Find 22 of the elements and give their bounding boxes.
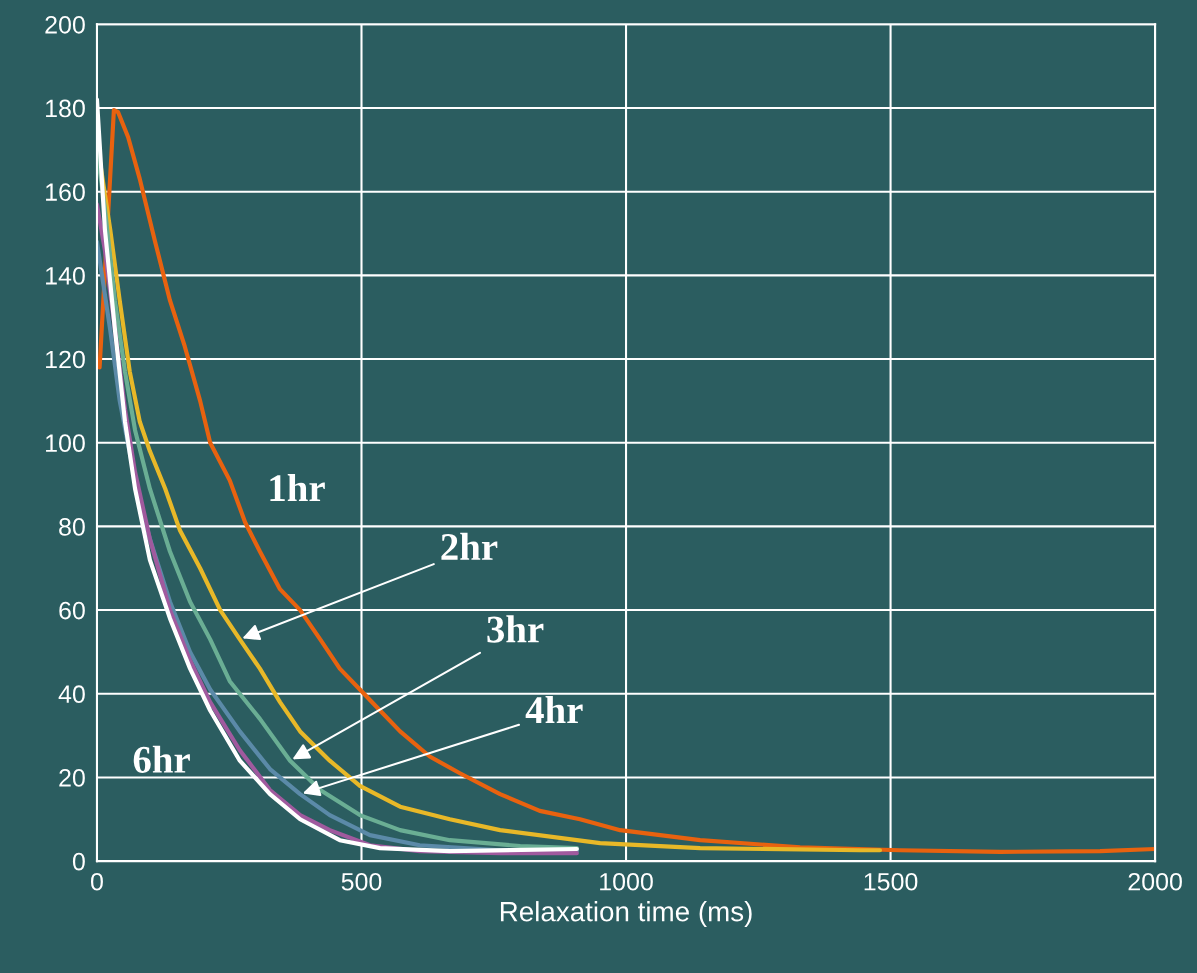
annotation: 6hr [133, 745, 190, 773]
y-tick-label: 60 [59, 601, 85, 620]
y-tick-label: 0 [72, 852, 85, 871]
y-tick-label: 20 [59, 769, 85, 787]
y-tick-label: 160 [46, 183, 85, 201]
annotation: 1hr [270, 474, 325, 502]
y-tick-label: 180 [46, 99, 85, 118]
y-tick-label: 40 [58, 685, 85, 704]
annotation: 4hr [525, 695, 583, 723]
y-tick-label: 140 [46, 266, 85, 285]
x-tick-label: 0 [90, 872, 103, 891]
annotation: 3hr [487, 615, 544, 643]
x-tick-label: 1000 [600, 872, 653, 891]
y-tick-label: 120 [46, 350, 85, 369]
x-axis-title: Relaxation time (ms) [500, 901, 752, 927]
annotation: 2hr [441, 532, 498, 560]
x-tick-label: 1500 [864, 872, 918, 891]
x-tick-label: 2000 [1128, 872, 1182, 891]
x-tick-label: 500 [341, 872, 382, 891]
y-tick-label: 80 [59, 517, 85, 536]
y-tick-label: 100 [46, 434, 85, 453]
y-tick-label: 200 [45, 15, 85, 34]
